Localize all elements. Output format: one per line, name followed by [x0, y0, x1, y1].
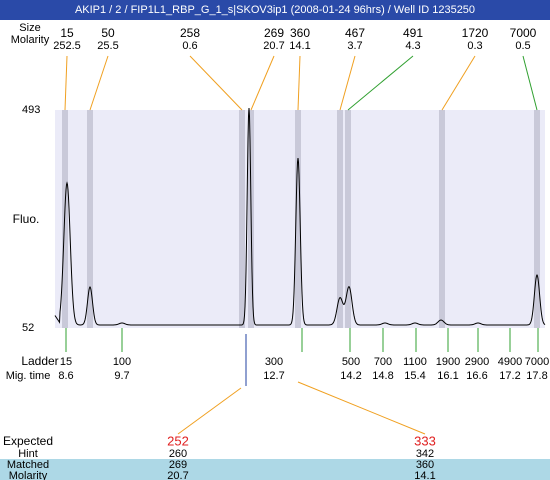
peak-molarity: 14.1: [289, 40, 310, 52]
expected-size: 252: [167, 433, 189, 448]
row-label: Matched: [7, 459, 49, 471]
peak-molarity: 20.7: [263, 40, 284, 52]
ladder-size: 15: [60, 356, 72, 368]
peak-molarity: 0.6: [182, 40, 197, 52]
header-title: AKIP1 / 2 / FIP1L1_RBP_G_1_s|SKOV3ip1 (2…: [75, 4, 475, 16]
ladder-mig-time: 12.7: [263, 370, 284, 382]
ladder-mig-time: 14.2: [340, 370, 361, 382]
matched-molarity: 20.7: [167, 470, 188, 480]
peak-connector: [64, 55, 68, 111]
row-label: Expected: [3, 434, 53, 448]
matched-size: 269: [169, 459, 187, 471]
peak-connector: [347, 55, 414, 111]
ladder-size: 1100: [403, 356, 427, 368]
peak-connector: [189, 55, 243, 111]
ladder-size: 500: [342, 356, 360, 368]
ladder-size: 4900: [498, 356, 522, 368]
peak-connector: [250, 55, 275, 111]
peak-band: [295, 110, 301, 328]
ladder-size: 1900: [436, 356, 460, 368]
ladder-mig-time: 17.2: [499, 370, 520, 382]
peak-size: 269: [264, 26, 284, 40]
row-label: Molarity: [11, 34, 50, 46]
peak-size: 15: [60, 26, 74, 40]
hint-size: 342: [416, 448, 434, 460]
peak-size: 50: [101, 26, 115, 40]
hint-connector: [177, 387, 242, 435]
row-label: Molarity: [9, 470, 48, 480]
matched-band: [0, 459, 550, 480]
peak-connector: [89, 55, 109, 111]
peak-band: [534, 110, 540, 328]
peak-size: 258: [180, 26, 200, 40]
peak-size: 360: [290, 26, 310, 40]
peak-band: [345, 110, 351, 328]
ladder-mig-time: 9.7: [114, 370, 129, 382]
peak-band: [337, 110, 343, 328]
ladder-mig-time: 17.8: [526, 370, 547, 382]
peak-molarity: 3.7: [347, 40, 362, 52]
ladder-size: 2900: [465, 356, 489, 368]
row-label: Size: [19, 22, 40, 34]
peak-connector: [522, 55, 538, 111]
peak-connector: [441, 55, 476, 111]
peak-size: 491: [403, 26, 423, 40]
ladder-mig-time: 8.6: [58, 370, 73, 382]
peak-size: 7000: [510, 26, 537, 40]
ladder-size: 300: [265, 356, 283, 368]
peak-band: [239, 110, 245, 328]
y-axis-label: Fluo.: [13, 212, 40, 226]
ladder-mig-time: 15.4: [404, 370, 425, 382]
trace: [54, 107, 546, 326]
header-bar: [0, 0, 550, 20]
peak-molarity: 25.5: [97, 40, 118, 52]
hint-size: 260: [169, 448, 187, 460]
row-label: Ladder: [21, 354, 58, 368]
ladder-size: 100: [113, 356, 131, 368]
peak-molarity: 0.5: [515, 40, 530, 52]
peak-molarity: 0.3: [467, 40, 482, 52]
ladder-mig-time: 14.8: [372, 370, 393, 382]
row-label: Mig. time: [6, 370, 51, 382]
ladder-size: 700: [374, 356, 392, 368]
peak-band: [87, 110, 93, 328]
peak-connector: [339, 55, 356, 111]
peak-molarity: 252.5: [53, 40, 81, 52]
peak-size: 1720: [462, 26, 489, 40]
peak-size: 467: [345, 26, 365, 40]
peak-connector: [297, 55, 301, 111]
peak-molarity: 4.3: [405, 40, 420, 52]
y-bottom-label: 52: [22, 322, 34, 334]
ladder-mig-time: 16.6: [466, 370, 487, 382]
matched-molarity: 14.1: [414, 470, 435, 480]
hint-connector: [297, 381, 426, 435]
ladder-mig-time: 16.1: [437, 370, 458, 382]
ladder-size: 7000: [525, 356, 549, 368]
peak-band: [439, 110, 445, 328]
expected-size: 333: [414, 433, 436, 448]
matched-size: 360: [416, 459, 434, 471]
y-top-label: 493: [22, 104, 40, 116]
row-label: Hint: [18, 448, 38, 460]
